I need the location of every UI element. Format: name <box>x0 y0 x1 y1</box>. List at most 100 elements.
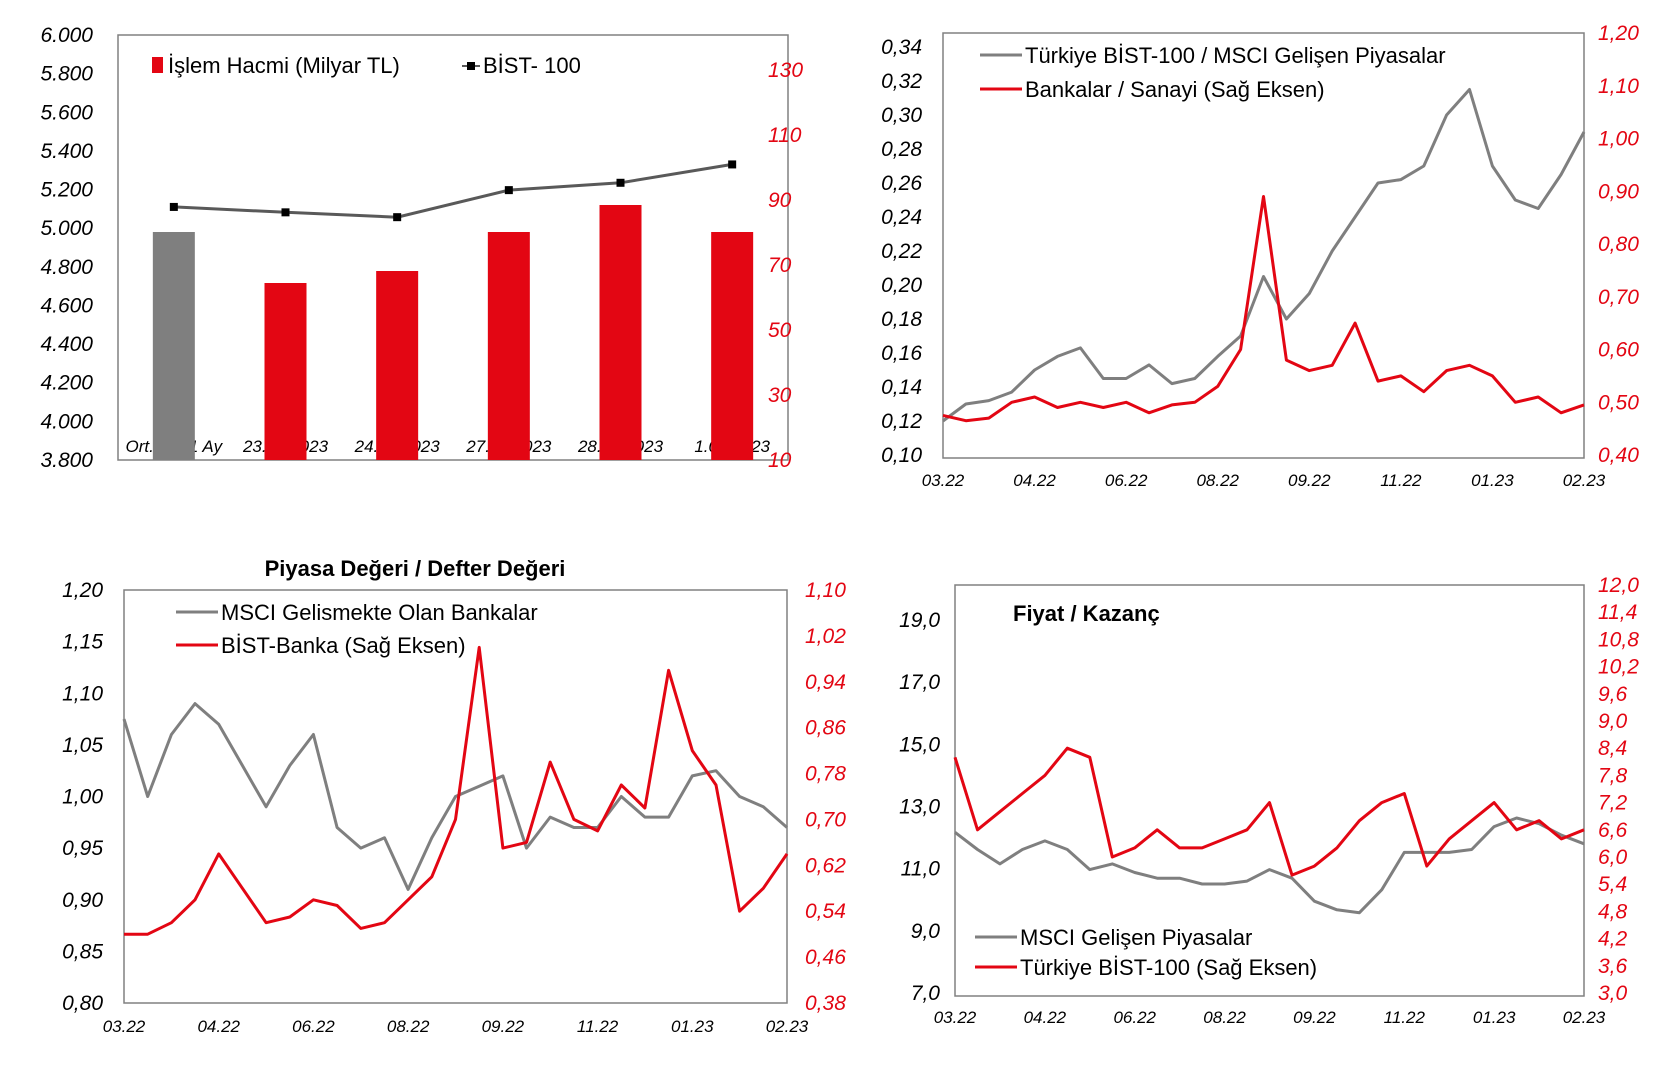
right-axis-tick-label: 0,94 <box>805 671 846 694</box>
left-axis-tick-label: 0,26 <box>881 172 922 195</box>
legend-label-bist: BİST- 100 <box>483 53 581 78</box>
pe-title: Fiyat / Kazanç <box>1013 601 1160 626</box>
legend-label-bist-msci: Türkiye BİST-100 / MSCI Gelişen Piyasala… <box>1025 43 1446 68</box>
x-axis-tick-label: 02.23 <box>766 1017 809 1036</box>
x-axis-tick-label: 01.23 <box>1471 471 1514 490</box>
right-axis-tick-label: 12,0 <box>1598 574 1639 597</box>
bist-point <box>728 160 737 169</box>
right-axis-tick-label: 10,8 <box>1598 628 1639 651</box>
right-axis-tick-label: 0,70 <box>1598 286 1639 309</box>
legend-marker-bist <box>467 62 475 70</box>
left-axis-tick-label: 0,95 <box>62 837 103 860</box>
right-axis-tick-label: 1,00 <box>1598 128 1639 151</box>
legend-label-volume: İşlem Hacmi (Milyar TL) <box>168 53 400 78</box>
right-axis-tick-label: 0,90 <box>1598 180 1639 203</box>
right-axis-tick-label: 6,6 <box>1598 819 1628 842</box>
right-axis-tick-label: 1,20 <box>1598 22 1639 45</box>
right-axis-tick-label: 0,80 <box>1598 233 1639 256</box>
x-axis-tick-label: 02.23 <box>1563 471 1606 490</box>
right-axis-tick-label: 0,46 <box>805 946 846 969</box>
left-axis-tick-label: 4.600 <box>40 294 93 317</box>
bist-point <box>393 213 402 222</box>
pe-plot-frame <box>954 584 1585 997</box>
volume-bar <box>376 271 419 460</box>
right-axis-tick-label: 9,0 <box>1598 710 1628 733</box>
right-axis-tick-label: 90 <box>768 189 792 212</box>
left-axis-tick-label: 6.000 <box>40 24 93 47</box>
x-axis-tick-label: 06.22 <box>292 1017 335 1036</box>
right-axis-tick-label: 50 <box>768 319 792 342</box>
x-axis-tick-label: 06.22 <box>1113 1008 1156 1027</box>
left-axis-tick-label: 19,0 <box>899 609 940 632</box>
left-axis-tick-label: 5.200 <box>40 179 93 202</box>
left-axis-tick-label: 0,16 <box>881 342 922 365</box>
legend-label-msci-em: MSCI Gelişen Piyasalar <box>1020 925 1252 950</box>
volume-bar <box>487 232 530 460</box>
right-axis-tick-label: 8,4 <box>1598 737 1627 760</box>
x-axis-tick-label: 04.22 <box>1024 1008 1067 1027</box>
x-axis-tick-label: 01.23 <box>1473 1008 1516 1027</box>
left-axis-tick-label: 5.600 <box>40 101 93 124</box>
bist-point <box>281 208 290 217</box>
legend-label-bist-bank: BİST-Banka (Sağ Eksen) <box>221 633 466 658</box>
pbv-legend: MSCI Gelismekte Olan Bankalar BİST-Banka… <box>176 600 538 658</box>
right-axis-tick-label: 0,54 <box>805 900 846 923</box>
right-axis-tick-label: 0,38 <box>805 992 846 1015</box>
left-axis-tick-label: 1,20 <box>62 579 103 602</box>
left-axis-tick-label: 0,10 <box>881 444 922 467</box>
left-axis-tick-label: 0,18 <box>881 308 922 331</box>
left-axis-tick-label: 13,0 <box>899 796 940 819</box>
volume-bar <box>711 232 754 460</box>
bist-point <box>504 186 513 195</box>
legend-label-bist100: Türkiye BİST-100 (Sağ Eksen) <box>1020 955 1317 980</box>
left-axis-tick-label: 3.800 <box>40 449 93 472</box>
x-axis-tick-label: 08.22 <box>1203 1008 1246 1027</box>
x-axis-tick-label: 08.22 <box>1196 471 1239 490</box>
right-axis-tick-label: 0,70 <box>805 808 846 831</box>
relative-chart: 0,10 0,12 0,14 0,16 0,18 0,20 0,22 0,24 0,26 0,28… <box>881 22 1639 490</box>
volume-chart: 3.800 4.000 4.200 4.400 4.600 4.800 5.000 5.200… <box>40 24 803 472</box>
legend-label-banks-industry: Bankalar / Sanayi (Sağ Eksen) <box>1025 77 1325 102</box>
left-axis-tick-label: 15,0 <box>899 733 940 756</box>
bist-point <box>616 178 625 187</box>
left-axis-tick-label: 4.200 <box>40 372 93 395</box>
x-axis-tick-label: 03.22 <box>103 1017 146 1036</box>
right-axis-tick-label: 0,78 <box>805 763 846 786</box>
left-axis-tick-label: 0,85 <box>62 940 103 963</box>
right-axis-tick-label: 7,8 <box>1598 764 1628 787</box>
right-axis-tick-label: 5,4 <box>1598 873 1627 896</box>
left-axis-tick-label: 0,12 <box>881 410 922 433</box>
left-axis-tick-label: 5.400 <box>40 140 93 163</box>
pbv-plot-frame <box>123 589 788 1004</box>
legend-swatch-volume <box>152 57 163 73</box>
right-axis-tick-label: 4,2 <box>1598 928 1628 951</box>
right-axis-tick-label: 4,8 <box>1598 900 1628 923</box>
left-axis-tick-label: 5.800 <box>40 63 93 86</box>
x-axis-tick-label: 11.22 <box>577 1017 619 1036</box>
left-axis-tick-label: 1,05 <box>62 734 103 757</box>
right-axis-tick-label: 0,60 <box>1598 339 1639 362</box>
series-line-left <box>942 88 1586 423</box>
left-axis-tick-label: 5.000 <box>40 217 93 240</box>
right-axis-tick-label: 0,50 <box>1598 391 1639 414</box>
volume-bar <box>264 283 307 460</box>
bist-point <box>169 202 178 211</box>
series-line-left <box>954 816 1585 915</box>
right-axis-tick-label: 10,2 <box>1598 656 1639 679</box>
left-axis-tick-label: 0,80 <box>62 992 103 1015</box>
x-axis-tick-label: 03.22 <box>922 471 965 490</box>
left-axis-tick-label: 0,30 <box>881 104 922 127</box>
right-axis-tick-label: 30 <box>768 384 792 407</box>
left-axis-tick-label: 0,90 <box>62 889 103 912</box>
relative-plot-frame <box>942 32 1585 459</box>
x-axis-tick-label: 09.22 <box>1293 1008 1336 1027</box>
x-axis-tick-label: 09.22 <box>1288 471 1331 490</box>
left-axis-tick-label: 11,0 <box>901 858 941 881</box>
right-axis-tick-label: 110 <box>768 124 802 147</box>
x-axis-tick-label: 08.22 <box>387 1017 430 1036</box>
right-axis-tick-label: 9,6 <box>1598 683 1628 706</box>
series-line-right <box>953 746 1585 877</box>
series-line-right <box>942 195 1585 423</box>
left-axis-tick-label: 4.800 <box>40 256 93 279</box>
left-axis-tick-label: 4.000 <box>40 410 93 433</box>
